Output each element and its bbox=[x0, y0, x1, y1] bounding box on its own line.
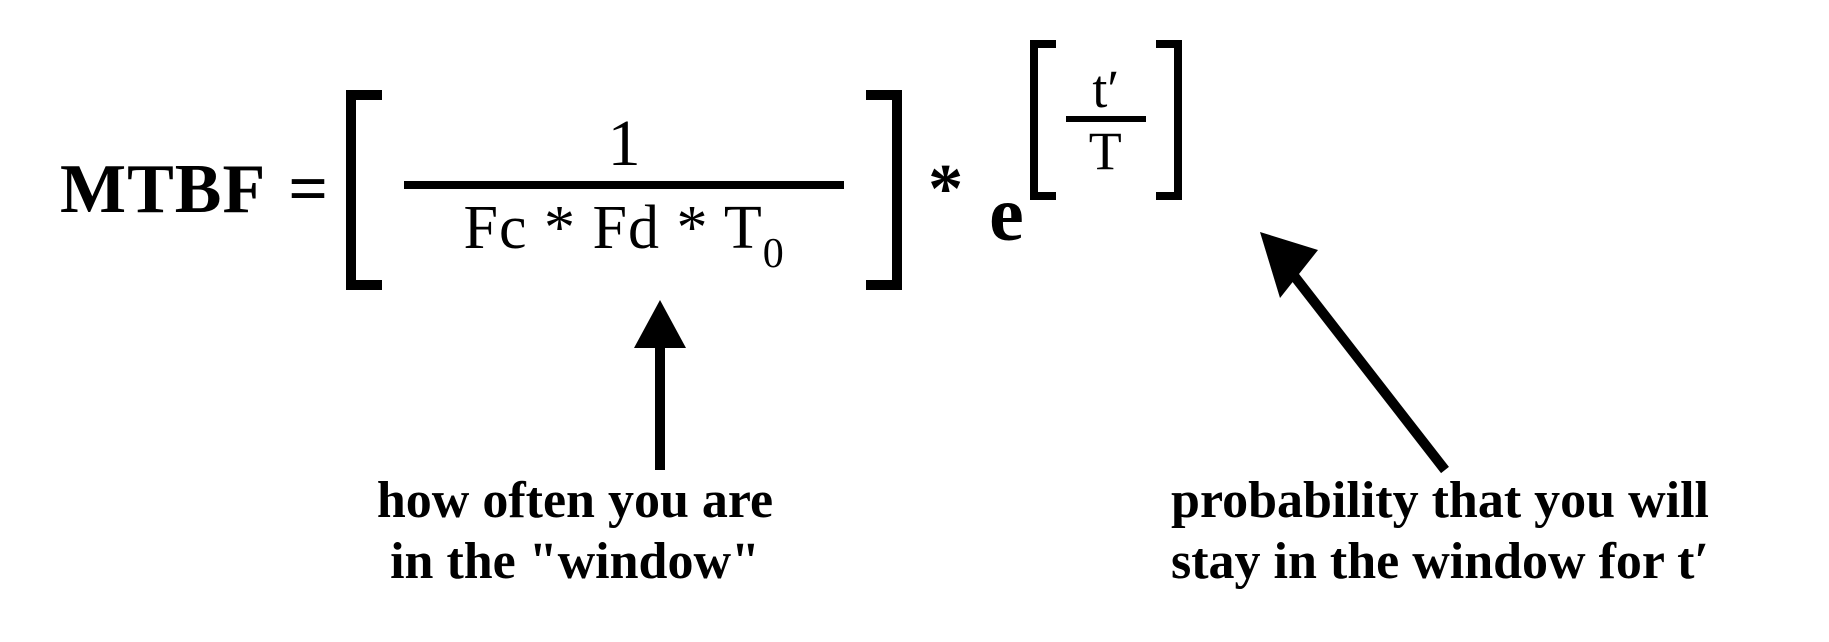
exp-bracket-left bbox=[1030, 40, 1056, 200]
den-star1: * bbox=[544, 194, 576, 262]
annotation-window-frequency: how often you are in the "window" bbox=[260, 470, 890, 593]
fraction: 1 Fc * Fd * T0 bbox=[382, 90, 866, 290]
lhs-mtbf: MTBF bbox=[60, 155, 266, 225]
exponent-denominator: T bbox=[1089, 122, 1123, 178]
den-t: T bbox=[724, 194, 763, 262]
exp-num-prime: ′ bbox=[1107, 59, 1119, 119]
annot-right-line2: stay in the window for t′ bbox=[1070, 531, 1810, 592]
big-bracket: 1 Fc * Fd * T0 bbox=[346, 90, 902, 290]
e-base: e bbox=[989, 175, 1024, 253]
den-star2: * bbox=[676, 194, 708, 262]
arrow-to-fraction bbox=[620, 300, 700, 470]
bracket-left bbox=[346, 90, 382, 290]
exp-num-t: t bbox=[1092, 59, 1107, 119]
bracket-right bbox=[866, 90, 902, 290]
fraction-numerator: 1 bbox=[608, 111, 641, 181]
annotation-probability: probability that you will stay in the wi… bbox=[1070, 470, 1810, 593]
den-fc: Fc bbox=[463, 194, 527, 262]
fraction-denominator: Fc * Fd * T0 bbox=[463, 189, 784, 269]
equals-sign: = bbox=[266, 155, 346, 225]
den-t-sub: 0 bbox=[763, 231, 785, 277]
equation-row: MTBF = 1 Fc * Fd * T0 * e bbox=[60, 90, 1182, 290]
annot-right-line1: probability that you will bbox=[1171, 472, 1709, 529]
equation-figure: MTBF = 1 Fc * Fd * T0 * e bbox=[0, 0, 1829, 642]
exponent-bracket: t′ T bbox=[1030, 40, 1182, 200]
exponent-fraction: t′ T bbox=[1056, 40, 1156, 200]
times-sign: * bbox=[902, 155, 989, 225]
exp-bracket-right bbox=[1156, 40, 1182, 200]
annot-left-line1: how often you are bbox=[377, 472, 773, 529]
fraction-bar bbox=[404, 181, 844, 189]
den-fd: Fd bbox=[592, 194, 659, 262]
arrow-to-exponent bbox=[1240, 220, 1480, 470]
exponent-numerator: t′ bbox=[1092, 62, 1119, 116]
annot-left-line2: in the "window" bbox=[260, 531, 890, 592]
